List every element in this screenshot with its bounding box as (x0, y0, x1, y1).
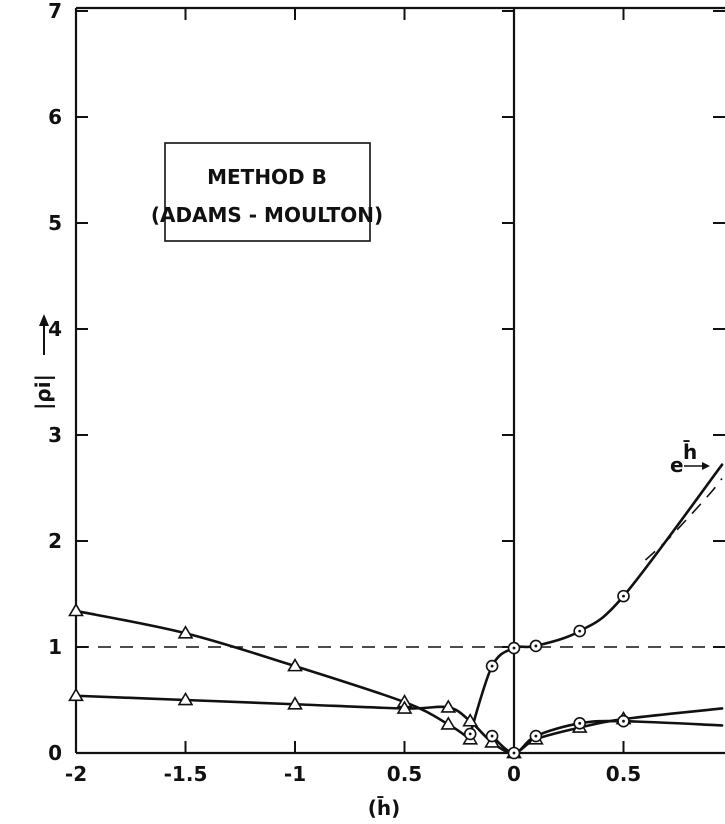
y-tick-label: 3 (48, 423, 62, 447)
exp-curve-label-base: e (670, 453, 684, 477)
series-3-point-center (512, 646, 516, 650)
y-tick-label: 2 (48, 529, 62, 553)
method-annotation: METHOD B (ADAMS - MOULTON) (151, 142, 383, 242)
x-tick-label: 0.5 (387, 762, 422, 786)
y-tick-label: 1 (48, 635, 62, 659)
x-tick-label: -1 (284, 762, 306, 786)
series-3-line (468, 463, 724, 736)
series-2-point (440, 699, 457, 713)
method-annotation-line-1: METHOD B (207, 165, 327, 189)
exp-curve-label-sup: h̄ (683, 440, 698, 464)
y-axis-arrow-icon (39, 314, 49, 355)
series-3-point-center (490, 664, 494, 668)
x-tick-label: 0.5 (606, 762, 641, 786)
series-5-line (644, 477, 723, 561)
y-tick-label: 5 (48, 211, 62, 235)
x-tick-label: -1.5 (164, 762, 208, 786)
series-4-point-center (578, 721, 582, 725)
x-tick-label: 0 (507, 762, 521, 786)
series-1-line (74, 609, 472, 741)
series-3-point-center (578, 629, 582, 633)
series-4-point-center (490, 734, 494, 738)
exp-curve-label: e h̄ (670, 440, 710, 477)
series-1-point (177, 625, 194, 639)
series-4-point-center (534, 734, 538, 738)
series-2-point (462, 713, 479, 727)
axes-frame (74, 6, 725, 755)
x-axis-label: (h̄) (368, 796, 401, 820)
series-3-point-center (622, 594, 625, 598)
tick-marks (75, 8, 725, 754)
series-2-point (287, 696, 303, 710)
tick-labels: 0 1 2 3 4 5 6 7 -2 -1.5 -1 0.5 0 0.5 (48, 0, 641, 786)
series-1-point (440, 716, 457, 730)
x-tick-label: -2 (65, 762, 87, 786)
y-tick-label: 7 (48, 0, 62, 23)
series-4-line (490, 719, 724, 755)
series-1-point (68, 602, 84, 617)
series-4-point-center (622, 719, 625, 723)
y-axis-label: |ρi| (31, 374, 55, 410)
series-1-point (287, 658, 303, 672)
y-axis-label-text: |ρi| (31, 374, 55, 410)
method-annotation-line-2: (ADAMS - MOULTON) (151, 203, 383, 227)
y-tick-label: 4 (48, 317, 62, 341)
method-annotation-box (164, 142, 371, 242)
y-tick-label: 6 (48, 105, 62, 129)
series-4-point-center (512, 751, 516, 755)
series-markers (68, 589, 632, 760)
series-3-point-center (468, 732, 472, 736)
series-3-point-center (534, 644, 538, 648)
y-tick-label: 0 (48, 741, 62, 765)
series-2-point (396, 700, 413, 714)
series-2-point (177, 691, 194, 706)
series-2-point (68, 687, 84, 702)
